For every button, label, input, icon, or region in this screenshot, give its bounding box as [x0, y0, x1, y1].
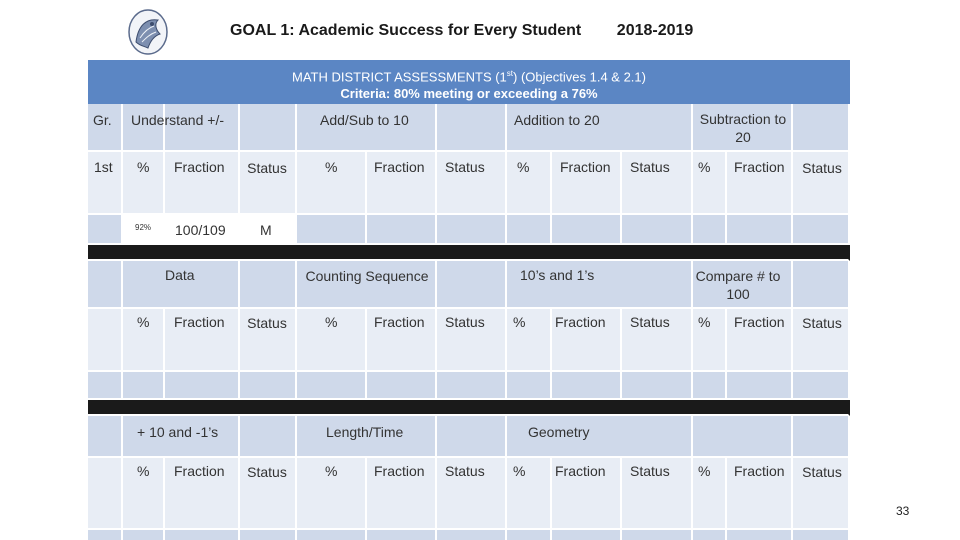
- section-header-compare-100: Compare # to 100: [695, 268, 781, 302]
- status-header: Status: [630, 463, 670, 479]
- section-1-subheader-row: 1st % Fraction Status % Fraction Status …: [88, 152, 850, 215]
- status-header: Status: [247, 160, 287, 176]
- pct-header: %: [137, 314, 150, 330]
- section-3-subheader-row: % Fraction Status % Fraction Status % Fr…: [88, 458, 850, 530]
- section-header-subtraction-20: Subtraction to 20: [699, 111, 787, 145]
- pct-header: %: [325, 314, 338, 330]
- status-header: Status: [802, 160, 842, 176]
- pct-header: %: [513, 463, 526, 479]
- section-header-data: Data: [165, 267, 195, 283]
- separator-row: [88, 245, 850, 261]
- section-header-understand: Understand +/-: [131, 112, 224, 128]
- status-header: Status: [630, 159, 670, 175]
- page-number: 33: [896, 504, 910, 518]
- pct-header: %: [698, 463, 711, 479]
- section-2-subheader-row: % Fraction Status % Fraction Status % Fr…: [88, 309, 850, 372]
- pct-header: %: [517, 159, 530, 175]
- section-3-data-row: [88, 530, 850, 540]
- section-header-add-sub-10: Add/Sub to 10: [320, 112, 409, 128]
- status-header: Status: [630, 314, 670, 330]
- status-header: Status: [247, 315, 287, 331]
- pct-header: %: [698, 159, 711, 175]
- fraction-header: Fraction: [734, 314, 785, 330]
- status-header: Status: [445, 314, 485, 330]
- section-header-tens-ones: 10’s and 1’s: [520, 267, 595, 283]
- fraction-header: Fraction: [374, 463, 425, 479]
- assessment-table: MATH DISTRICT ASSESSMENTS (1st) (Objecti…: [88, 60, 850, 540]
- section-header-length-time: Length/Time: [326, 424, 404, 440]
- section-1-data-row: 92% 100/109 M: [88, 215, 850, 245]
- section-header-geometry: Geometry: [528, 424, 590, 440]
- pct-header: %: [137, 463, 150, 479]
- banner-criteria: Criteria: 80% meeting or exceeding a 76%: [340, 86, 598, 102]
- separator-row: [88, 400, 850, 416]
- fraction-header: Fraction: [374, 159, 425, 175]
- status-header: Status: [445, 159, 485, 175]
- district-logo: [128, 9, 168, 55]
- section-header-addition-20: Addition to 20: [514, 112, 600, 128]
- status-header: Status: [802, 464, 842, 480]
- pct-header: %: [325, 463, 338, 479]
- section-1-header-row: Gr. Understand +/- Add/Sub to 10 Additio…: [88, 104, 850, 152]
- section-header-plus-10-minus-1: + 10 and -1’s: [137, 424, 219, 440]
- fraction-header: Fraction: [734, 463, 785, 479]
- status-header: Status: [802, 315, 842, 331]
- data-pct: 92%: [135, 223, 152, 232]
- pct-header: %: [137, 159, 150, 175]
- pct-header: %: [325, 159, 338, 175]
- grade-value: 1st: [94, 159, 113, 175]
- section-3-header-row: + 10 and -1’s Length/Time Geometry: [88, 416, 850, 458]
- grade-column-label: Gr.: [93, 112, 112, 128]
- fraction-header: Fraction: [734, 159, 785, 175]
- status-header: Status: [247, 464, 287, 480]
- fraction-header: Fraction: [174, 463, 225, 479]
- banner-title: MATH DISTRICT ASSESSMENTS (1st) (Objecti…: [292, 69, 646, 85]
- data-fraction: 100/109: [175, 222, 226, 238]
- fraction-header: Fraction: [374, 314, 425, 330]
- data-status: M: [260, 222, 272, 238]
- section-header-counting-sequence: Counting Sequence: [305, 268, 429, 284]
- fraction-header: Fraction: [555, 314, 606, 330]
- fraction-header: Fraction: [560, 159, 611, 175]
- fraction-header: Fraction: [174, 159, 225, 175]
- slide-title: GOAL 1: Academic Success for Every Stude…: [230, 22, 694, 39]
- section-2-header-row: Data Counting Sequence 10’s and 1’s Comp…: [88, 261, 850, 309]
- table-banner: MATH DISTRICT ASSESSMENTS (1st) (Objecti…: [88, 60, 850, 104]
- section-2-data-row: [88, 372, 850, 400]
- pct-header: %: [513, 314, 526, 330]
- fraction-header: Fraction: [174, 314, 225, 330]
- status-header: Status: [445, 463, 485, 479]
- pct-header: %: [698, 314, 711, 330]
- fraction-header: Fraction: [555, 463, 606, 479]
